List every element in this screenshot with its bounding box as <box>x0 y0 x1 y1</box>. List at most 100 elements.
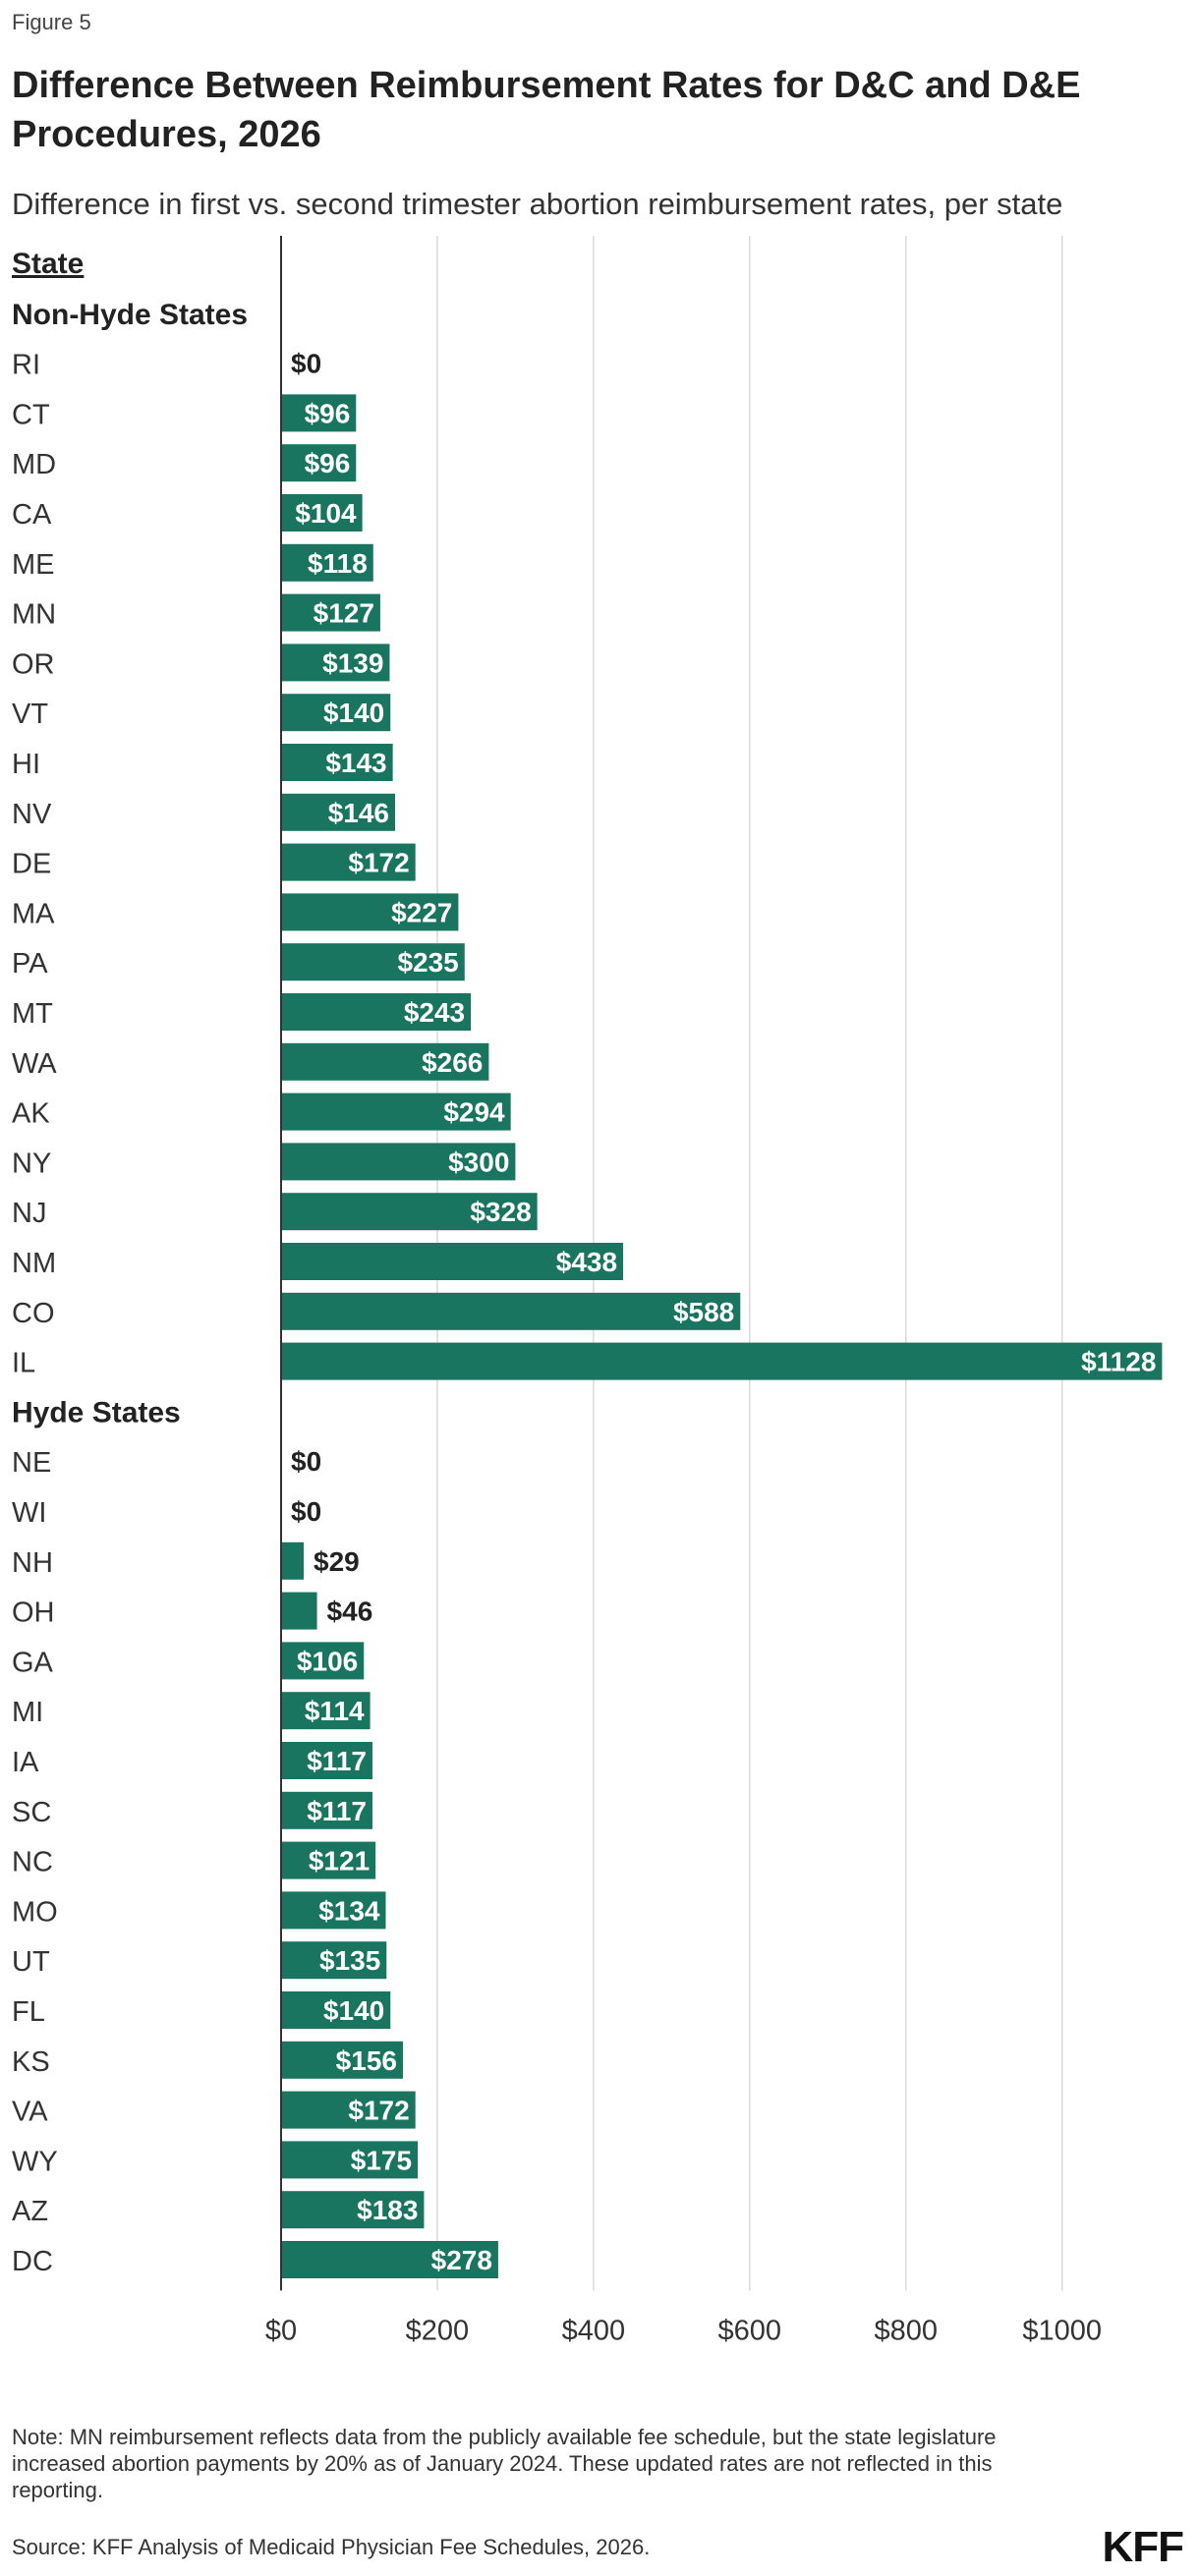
state-label: OH <box>12 1597 55 1629</box>
bar <box>281 893 459 931</box>
data-label: $588 <box>673 1297 734 1327</box>
bar <box>281 2041 403 2079</box>
state-label: WA <box>12 1048 57 1080</box>
state-label: HI <box>12 749 40 780</box>
bar <box>281 1592 317 1630</box>
bar <box>281 2191 425 2229</box>
bar <box>281 1342 1163 1380</box>
bar <box>281 1991 391 2029</box>
bar <box>281 1742 372 1779</box>
bar <box>281 644 390 682</box>
state-label: NV <box>12 799 52 830</box>
data-label: $117 <box>307 1746 367 1776</box>
x-tick-label: $800 <box>874 2315 938 2346</box>
data-label: $46 <box>327 1596 373 1627</box>
state-label: GA <box>12 1647 54 1678</box>
data-label: $0 <box>291 1496 321 1527</box>
bar <box>281 2091 416 2129</box>
figure-label: Figure 5 <box>12 10 91 34</box>
state-label: NC <box>12 1847 53 1878</box>
bar <box>281 993 472 1031</box>
state-label: VT <box>12 699 48 730</box>
bar <box>281 2241 498 2278</box>
data-label: $278 <box>431 2245 492 2275</box>
kff-logo: KFF <box>1102 2523 1184 2571</box>
state-label: MD <box>12 449 56 480</box>
x-tick-label: $600 <box>718 2315 782 2346</box>
bar <box>281 1841 376 1879</box>
state-label: SC <box>12 1797 51 1828</box>
bar <box>281 943 465 981</box>
data-label: $183 <box>357 2195 418 2225</box>
data-label: $0 <box>291 349 321 379</box>
bar <box>281 1941 387 1980</box>
data-label: $118 <box>308 548 368 579</box>
state-label: NH <box>12 1547 53 1579</box>
state-label: IL <box>12 1348 35 1379</box>
data-label: $104 <box>295 498 357 529</box>
data-label: $127 <box>314 598 374 629</box>
bar <box>281 694 391 732</box>
column-header: State <box>12 248 84 280</box>
data-label: $175 <box>351 2145 412 2175</box>
data-label: $135 <box>319 1945 380 1976</box>
data-label: $106 <box>297 1646 358 1676</box>
bar <box>281 1042 489 1081</box>
state-label: NE <box>12 1447 51 1479</box>
group-label: Non-Hyde States <box>12 299 248 331</box>
bar <box>281 593 380 632</box>
state-label: MA <box>12 898 55 929</box>
chart-note: Note: MN reimbursement reflects data fro… <box>12 2425 997 2502</box>
bar <box>281 1541 305 1580</box>
state-label: IA <box>12 1747 39 1778</box>
x-tick-label: $0 <box>265 2315 297 2346</box>
chart-title: Difference Between Reimbursement Rates f… <box>12 65 1081 155</box>
data-label: $227 <box>391 897 452 927</box>
bar <box>281 1193 538 1231</box>
state-label: VA <box>12 2097 48 2128</box>
bar <box>281 1092 511 1131</box>
data-label: $143 <box>325 748 386 778</box>
data-label: $96 <box>305 448 351 478</box>
state-label: KS <box>12 2046 50 2078</box>
state-label: WY <box>12 2146 58 2177</box>
data-label: $243 <box>404 997 465 1028</box>
bar <box>281 394 357 432</box>
bar <box>281 1292 741 1330</box>
state-label: WI <box>12 1497 46 1529</box>
data-label: $114 <box>305 1696 365 1726</box>
data-label: $172 <box>348 848 409 878</box>
x-tick-label: $1000 <box>1022 2315 1102 2346</box>
data-label: $266 <box>422 1047 483 1078</box>
bar <box>281 1891 386 1930</box>
x-tick-label: $200 <box>406 2315 470 2346</box>
data-label: $438 <box>556 1247 617 1277</box>
data-label: $235 <box>397 947 458 978</box>
bar <box>281 744 393 781</box>
state-label: CA <box>12 499 52 531</box>
bar <box>281 843 416 881</box>
data-label: $139 <box>322 647 383 678</box>
state-label: MT <box>12 998 53 1030</box>
bar <box>281 1642 365 1680</box>
state-label: CT <box>12 399 50 430</box>
state-label: MN <box>12 599 56 631</box>
data-label: $1128 <box>1081 1347 1156 1377</box>
bar-chart: State Non-Hyde States RI $0 CT $96 MD $96 CA $104… <box>12 236 1163 2346</box>
chart-source: Source: KFF Analysis of Medicaid Physici… <box>12 2535 651 2559</box>
data-label: $121 <box>309 1846 370 1876</box>
state-label: AZ <box>12 2196 48 2227</box>
bar <box>281 543 373 582</box>
state-label: DC <box>12 2246 53 2277</box>
bar <box>281 494 363 532</box>
state-label: UT <box>12 1946 50 1978</box>
state-label: NJ <box>12 1198 46 1229</box>
state-label: NY <box>12 1148 51 1179</box>
bar <box>281 793 396 831</box>
data-label: $172 <box>348 2096 409 2126</box>
bar <box>281 444 357 482</box>
data-label: $140 <box>323 1995 384 2026</box>
data-label: $96 <box>305 398 351 428</box>
state-label: MI <box>12 1697 43 1728</box>
data-label: $328 <box>470 1197 531 1227</box>
